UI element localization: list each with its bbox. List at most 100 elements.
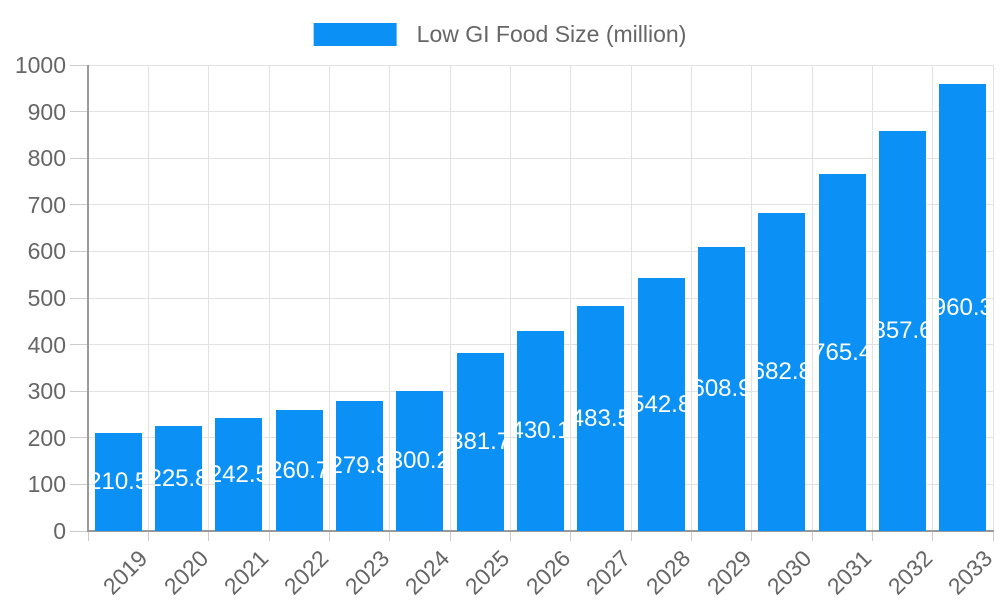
grid-line-vertical (570, 65, 572, 531)
bar-value-label: 857.6 (879, 317, 926, 344)
bar-value-label: 608.9 (698, 375, 745, 402)
x-axis-label-2021: 2021 (218, 545, 274, 600)
bar-2023[interactable]: 279.8 (336, 401, 383, 531)
bar-value-label: 279.8 (336, 452, 383, 479)
bar-2030[interactable]: 682.8 (758, 213, 806, 531)
grid-line-vertical (751, 65, 753, 531)
x-axis-tick (449, 532, 451, 541)
bar-value-label: 300.2 (396, 447, 444, 474)
bar-2027[interactable]: 483.5 (577, 306, 625, 531)
grid-line-horizontal (88, 250, 993, 252)
bar-2029[interactable]: 608.9 (698, 247, 745, 531)
y-axis-tick-label: 1000 (14, 52, 66, 78)
x-axis-tick (570, 532, 572, 541)
y-axis-tick-label: 300 (27, 378, 66, 405)
grid-line-vertical (630, 65, 632, 531)
y-axis-tick (70, 483, 88, 485)
y-axis-line (87, 65, 89, 531)
bar-2019[interactable]: 210.5 (94, 433, 142, 531)
bar-2024[interactable]: 300.2 (396, 391, 444, 531)
x-axis-tick (871, 532, 873, 541)
y-axis-tick (70, 204, 88, 206)
y-axis-tick-label: 500 (27, 285, 66, 311)
bar-2032[interactable]: 857.6 (879, 131, 926, 531)
y-axis-tick (70, 297, 88, 299)
x-axis-label-2025: 2025 (459, 545, 515, 600)
x-axis-tick (328, 532, 330, 541)
x-axis-tick (690, 532, 692, 541)
x-axis-line (87, 530, 994, 532)
bar-2025[interactable]: 381.7 (456, 353, 504, 531)
x-axis-label-2022: 2022 (278, 545, 334, 600)
x-axis-tick (268, 532, 270, 541)
bar-value-label: 430.1 (517, 417, 564, 444)
x-axis-label-2031: 2031 (821, 545, 877, 600)
grid-line-vertical (992, 65, 994, 531)
grid-line-vertical (871, 65, 873, 531)
y-axis-tick (70, 344, 88, 346)
y-axis-tick (70, 390, 88, 392)
bar-value-label: 765.4 (818, 338, 866, 366)
bar-value-label: 483.5 (577, 404, 625, 432)
grid-line-horizontal (88, 64, 993, 66)
grid-line-vertical (389, 65, 391, 531)
y-axis-tick-label: 700 (27, 191, 66, 218)
bar-2021[interactable]: 242.5 (215, 418, 263, 531)
y-axis-tick-label: 600 (27, 238, 66, 265)
bar-2022[interactable]: 260.7 (275, 410, 323, 531)
bar-2026[interactable]: 430.1 (517, 331, 564, 531)
x-axis-label-2024: 2024 (399, 545, 455, 600)
y-axis-tick (70, 250, 88, 252)
bar-2033[interactable]: 960.3 (939, 84, 987, 531)
x-axis-label-2033: 2033 (942, 545, 998, 600)
x-axis-label-2030: 2030 (761, 545, 817, 600)
bar-value-label: 260.7 (275, 456, 323, 484)
y-axis-tick-label: 200 (27, 424, 66, 451)
x-axis-tick (87, 532, 89, 541)
x-axis-tick (208, 532, 210, 541)
x-axis-label-2020: 2020 (158, 545, 213, 600)
grid-line-vertical (268, 65, 270, 531)
x-axis-tick (509, 532, 511, 541)
grid-line-vertical (449, 65, 451, 531)
x-axis-tick (811, 532, 813, 541)
bar-value-label: 381.7 (456, 428, 504, 455)
y-axis-tick (70, 64, 88, 66)
x-axis-label-2026: 2026 (520, 545, 575, 600)
x-axis-label-2032: 2032 (882, 545, 937, 600)
x-axis-tick (147, 532, 149, 541)
x-axis-label-2029: 2029 (701, 545, 756, 600)
y-axis-tick (70, 437, 88, 439)
x-axis-tick (630, 532, 632, 541)
legend-swatch-icon (313, 23, 397, 46)
grid-line-vertical (208, 65, 210, 531)
bar-value-label: 210.5 (94, 468, 142, 495)
grid-line-vertical (811, 65, 813, 531)
x-axis-label-2023: 2023 (339, 545, 394, 600)
y-axis-tick-label: 100 (27, 471, 66, 498)
grid-line-vertical (509, 65, 511, 531)
bar-value-label: 225.8 (155, 464, 202, 492)
legend-label: Low GI Food Size (million) (416, 21, 687, 47)
x-axis-tick (992, 532, 994, 541)
x-axis-label-2019: 2019 (97, 545, 153, 600)
y-axis-tick (70, 111, 88, 113)
grid-line-vertical (932, 65, 934, 531)
x-axis-tick (751, 532, 753, 541)
y-axis-tick-label: 900 (27, 98, 66, 125)
bar-value-label: 682.8 (758, 358, 806, 385)
bar-2028[interactable]: 542.8 (637, 278, 685, 531)
bar-2031[interactable]: 765.4 (818, 174, 866, 531)
grid-line-vertical (328, 65, 330, 531)
grid-line-vertical (147, 65, 149, 531)
bar-value-label: 542.8 (637, 390, 685, 418)
bar-2020[interactable]: 225.8 (155, 426, 202, 531)
y-axis-tick-label: 0 (53, 518, 66, 544)
bar-value-label: 960.3 (939, 293, 987, 321)
y-axis-tick-label: 400 (27, 331, 66, 358)
bar-value-label: 242.5 (215, 460, 263, 488)
legend[interactable]: Low GI Food Size (million) (313, 21, 687, 48)
y-axis-tick (70, 530, 88, 532)
grid-line-vertical (690, 65, 692, 531)
